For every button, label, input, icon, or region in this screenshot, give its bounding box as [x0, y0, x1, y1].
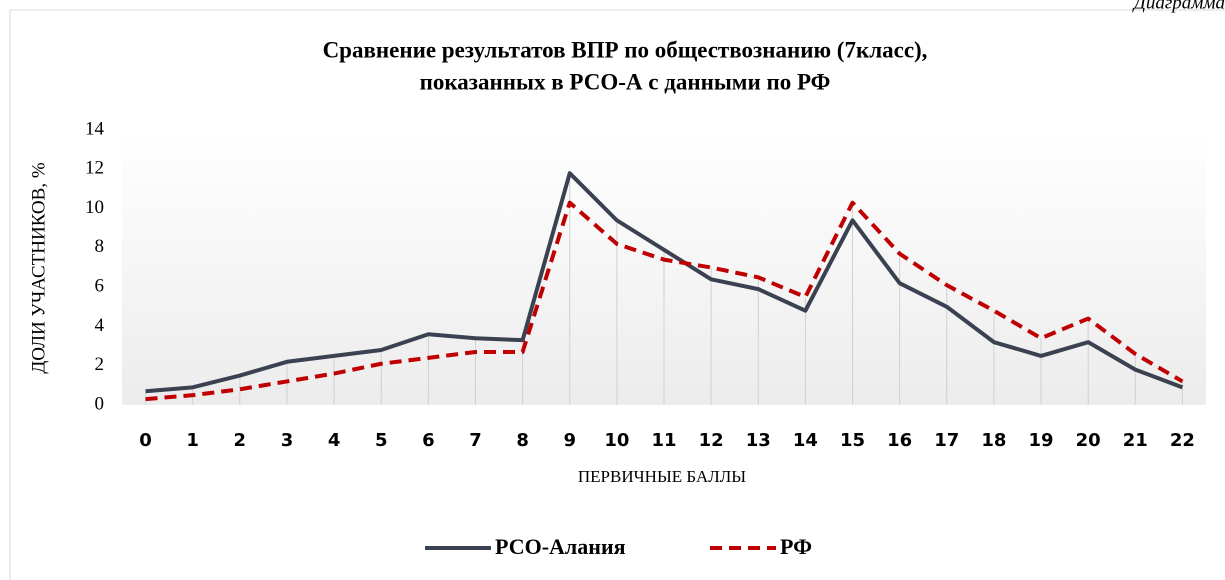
y-tick-label: 14 — [85, 118, 105, 139]
x-tick-label: 7 — [469, 430, 482, 451]
x-tick-label: 6 — [422, 430, 435, 451]
y-tick-label: 2 — [95, 354, 105, 375]
legend-label: РФ — [780, 534, 812, 559]
x-tick-label: 2 — [234, 430, 247, 451]
x-tick-label: 4 — [328, 430, 341, 451]
caption: Диаграмма — [1132, 0, 1225, 13]
legend-label: РСО-Алания — [495, 534, 626, 559]
x-tick-label: 22 — [1170, 430, 1195, 451]
x-tick-label: 0 — [139, 430, 152, 451]
x-tick-label: 14 — [793, 430, 818, 451]
x-tick-label: 13 — [746, 430, 771, 451]
x-tick-label: 11 — [651, 430, 676, 451]
x-axis-label: ПЕРВИЧНЫЕ БАЛЛЫ — [578, 467, 746, 486]
x-tick-label: 9 — [563, 430, 576, 451]
x-tick-label: 15 — [840, 430, 865, 451]
chart-frame — [9, 9, 1225, 580]
x-tick-label: 17 — [934, 430, 959, 451]
series-line — [145, 171, 1184, 394]
y-tick-label: 0 — [95, 393, 105, 414]
chart-title: показанных в РСО-А с данными по РФ — [420, 69, 831, 94]
x-tick-label: 8 — [516, 430, 529, 451]
x-tick-label: 18 — [981, 430, 1006, 451]
x-tick-label: 3 — [281, 430, 294, 451]
x-tick-label: 1 — [186, 430, 199, 451]
x-tick-label: 16 — [887, 430, 912, 451]
y-axis-label: ДОЛИ УЧАСТНИКОВ, % — [28, 162, 49, 373]
x-tick-label: 21 — [1123, 430, 1148, 451]
y-tick-label: 6 — [95, 276, 105, 297]
y-tick-label: 12 — [85, 158, 104, 179]
chart-title: Сравнение результатов ВПР по обществозна… — [323, 37, 928, 62]
x-tick-label: 5 — [375, 430, 388, 451]
x-tick-label: 19 — [1029, 430, 1054, 451]
y-tick-label: 4 — [95, 315, 105, 336]
x-tick-label: 20 — [1076, 430, 1101, 451]
x-tick-label: 10 — [604, 430, 629, 451]
y-tick-label: 8 — [95, 236, 105, 257]
x-tick-label: 12 — [699, 430, 724, 451]
y-tick-label: 10 — [85, 197, 104, 218]
series-line — [145, 200, 1184, 402]
